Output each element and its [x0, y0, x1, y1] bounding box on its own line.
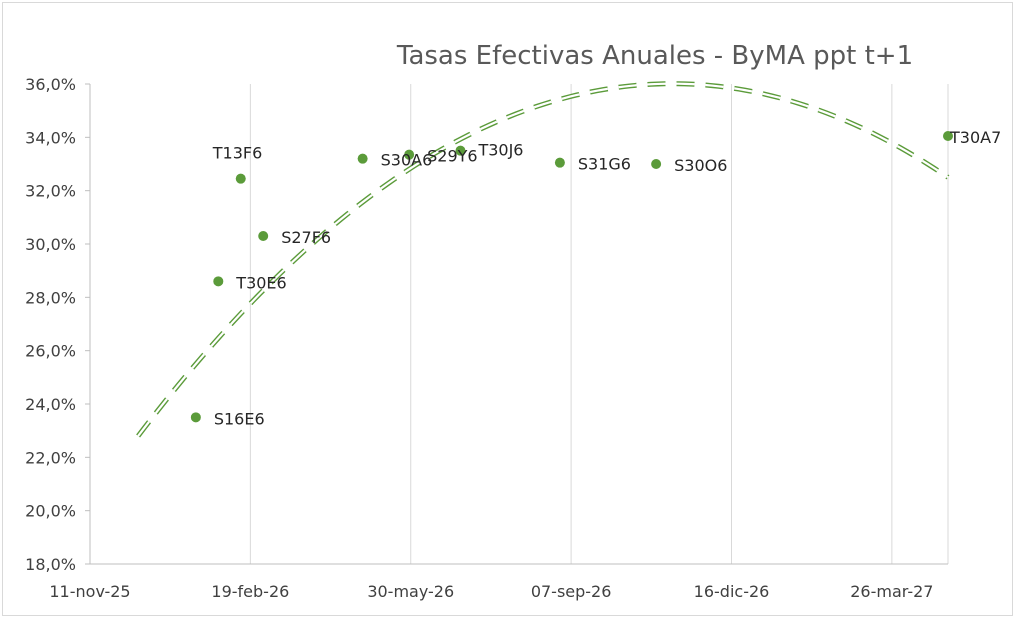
x-tick-label: 26-mar-27 [850, 582, 933, 601]
trendline-outer [136, 81, 950, 438]
data-label: S27F6 [281, 228, 331, 247]
data-point [235, 173, 246, 184]
axis-layer: 11-nov-25 19-feb-26 30-may-26 07-sep-26 16-d… [25, 75, 948, 601]
data-point [258, 231, 269, 241]
x-tick-label: 11-nov-25 [49, 582, 130, 601]
y-tick-label: 32,0% [25, 182, 76, 201]
y-tick-label: 20,0% [25, 502, 76, 521]
grid-layer [249, 84, 949, 564]
trendline-inner [137, 82, 949, 437]
data-label: T30E6 [235, 273, 286, 292]
y-tick-label: 34,0% [25, 128, 76, 147]
data-label: S30A6 [381, 151, 433, 170]
y-tick-label: 24,0% [25, 395, 76, 414]
data-label: S29Y6 [427, 147, 477, 166]
x-tick-label: 07-sep-26 [531, 582, 612, 601]
x-tick-label: 19-feb-26 [211, 582, 289, 601]
data-label: T13F6 [212, 144, 263, 163]
scatter-chart: Tasas Efectivas Anuales - ByMA ppt t+1 1… [25, 41, 1002, 601]
x-tick-label: 16-dic-26 [694, 582, 770, 601]
y-tick-label: 22,0% [25, 448, 76, 467]
data-point [357, 153, 368, 164]
data-point [190, 412, 201, 423]
data-point [455, 145, 466, 156]
y-tick-label: 28,0% [25, 288, 76, 307]
chart-title: Tasas Efectivas Anuales - ByMA ppt t+1 [396, 41, 913, 71]
data-label: T30J6 [477, 141, 523, 160]
data-label: S31G6 [578, 155, 631, 174]
data-point [651, 159, 662, 169]
y-tick-label: 36,0% [25, 75, 76, 94]
y-tick-label: 30,0% [25, 235, 76, 254]
data-label: T30A7 [949, 128, 1001, 147]
x-tick-label: 30-may-26 [367, 582, 454, 601]
data-point [213, 276, 224, 287]
trendline-layer [136, 81, 950, 438]
data-label: S16E6 [214, 409, 265, 428]
points-layer [190, 131, 953, 423]
data-point [554, 157, 565, 168]
data-label: S30O6 [674, 156, 727, 175]
y-tick-label: 18,0% [25, 555, 76, 574]
data-point [404, 149, 415, 160]
data-point [943, 131, 953, 141]
y-tick-label: 26,0% [25, 342, 76, 361]
